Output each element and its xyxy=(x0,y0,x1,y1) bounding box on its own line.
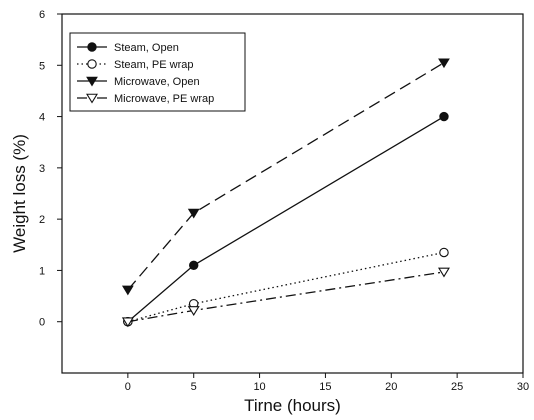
legend-item: Microwave, Open xyxy=(77,76,200,88)
legend-label: Steam, PE wrap xyxy=(114,59,193,71)
legend-items: Steam, Open Steam, PE wrap Microwave, Open… xyxy=(77,42,214,105)
data-point xyxy=(189,260,199,270)
plot-frame xyxy=(61,13,524,374)
data-point xyxy=(437,267,450,278)
legend-marker xyxy=(87,42,97,52)
x-axis-ticks: 0 5 10 15 20 25 30 xyxy=(125,373,529,393)
y-tick-label: 0 xyxy=(39,317,45,329)
x-tick-label: 5 xyxy=(191,381,197,393)
y-tick-label: 6 xyxy=(39,9,45,21)
data-point xyxy=(187,208,200,219)
data-point xyxy=(438,58,450,69)
data-point xyxy=(187,306,200,316)
data-point xyxy=(439,111,449,122)
y-tick-label: 5 xyxy=(39,60,45,72)
legend-label: Steam, Open xyxy=(114,42,179,54)
axes-layer: 0 5 10 15 20 25 30 0 1 2 3 4 5 6 Tirne (hours) Weigh… xyxy=(10,9,529,415)
x-tick-label: 30 xyxy=(517,381,529,393)
data-point xyxy=(121,317,134,328)
x-tick-label: 20 xyxy=(385,381,397,393)
legend-item: Steam, PE wrap xyxy=(77,59,193,71)
legend-label: Microwave, PE wrap xyxy=(114,93,214,105)
y-axis-ticks: 0 1 2 3 4 5 6 xyxy=(39,9,62,329)
x-tick-label: 25 xyxy=(451,381,463,393)
legend-box xyxy=(69,32,246,112)
data-point xyxy=(121,285,134,296)
legend-label: Microwave, Open xyxy=(114,76,200,88)
x-tick-label: 0 xyxy=(125,381,131,393)
series-3 xyxy=(121,58,450,296)
y-axis-title: Weight loss (%) xyxy=(10,134,29,253)
legend-marker xyxy=(86,93,98,104)
legend: Steam, Open Steam, PE wrap Microwave, Open… xyxy=(69,32,246,112)
x-tick-label: 10 xyxy=(253,381,265,393)
legend-marker xyxy=(86,76,98,87)
y-tick-label: 3 xyxy=(39,163,45,175)
legend-item: Microwave, PE wrap xyxy=(77,93,214,105)
legend-item: Steam, Open xyxy=(77,42,179,54)
x-tick-label: 15 xyxy=(319,381,331,393)
x-axis-title: Tirne (hours) xyxy=(244,396,341,415)
y-tick-label: 4 xyxy=(39,112,45,124)
data-point xyxy=(439,247,449,258)
y-tick-label: 2 xyxy=(39,214,45,226)
series-4 xyxy=(121,267,450,328)
series-layer xyxy=(121,58,450,328)
legend-marker xyxy=(87,59,97,69)
y-tick-label: 1 xyxy=(39,265,45,277)
